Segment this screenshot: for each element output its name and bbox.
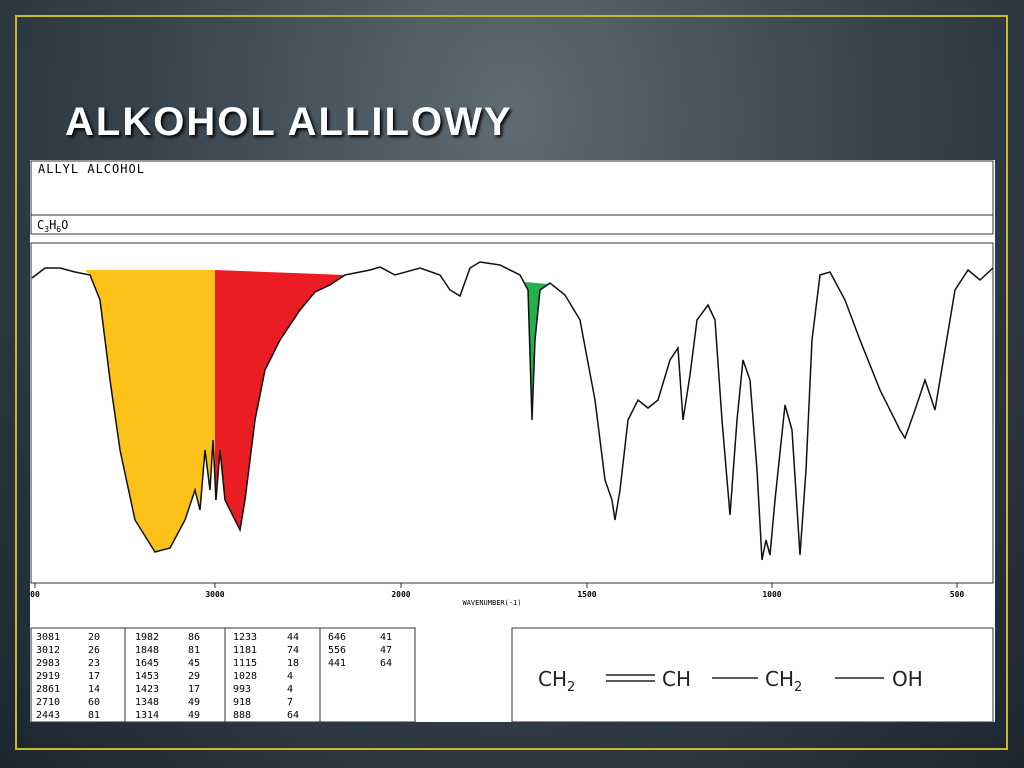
- peak-cell: 26: [88, 645, 100, 656]
- peak-cell: 2861: [36, 684, 60, 695]
- peak-cell: 29: [188, 671, 200, 682]
- peak-cell: 44: [287, 632, 299, 643]
- peak-cell: 2983: [36, 658, 60, 669]
- peak-cell: 1348: [135, 697, 159, 708]
- peak-cell: 47: [380, 645, 392, 656]
- structure: CH: [662, 667, 691, 691]
- peak-cell: 888: [233, 710, 251, 721]
- x-tick-label: 3000: [205, 590, 224, 599]
- spectrum-curve: [31, 261, 994, 561]
- peak-cell: 18: [287, 658, 299, 669]
- peak-cell: 86: [188, 632, 200, 643]
- structure: OH: [892, 667, 923, 691]
- peak-cell: 64: [287, 710, 299, 721]
- peak-cell: 7: [287, 697, 293, 708]
- table-box: [30, 627, 416, 723]
- peak-cell: 1645: [135, 658, 159, 669]
- band-cc: [525, 282, 548, 420]
- peak-cell: 2443: [36, 710, 60, 721]
- peak-cell: 14: [88, 684, 100, 695]
- formula-box: [30, 214, 994, 235]
- peak-cell: 60: [88, 697, 100, 708]
- peak-cell: 993: [233, 684, 251, 695]
- peak-cell: 3081: [36, 632, 60, 643]
- band-oh: [85, 270, 215, 552]
- peak-cell: 17: [188, 684, 200, 695]
- peak-cell: 1848: [135, 645, 159, 656]
- peak-cell: 20: [88, 632, 100, 643]
- peak-cell: 2710: [36, 697, 60, 708]
- peak-cell: 81: [88, 710, 100, 721]
- peak-cell: 49: [188, 697, 200, 708]
- peak-cell: 49: [188, 710, 200, 721]
- peak-cell: 918: [233, 697, 251, 708]
- peak-cell: 23: [88, 658, 100, 669]
- x-tick-label: 1000: [762, 590, 781, 599]
- peak-cell: 81: [188, 645, 200, 656]
- structure: CH2: [765, 667, 802, 695]
- peak-cell: 1115: [233, 658, 257, 669]
- peak-cell: 2919: [36, 671, 60, 682]
- peak-cell: 3012: [36, 645, 60, 656]
- peak-cell: 45: [188, 658, 200, 669]
- peak-cell: 1453: [135, 671, 159, 682]
- peak-cell: 17: [88, 671, 100, 682]
- peak-cell: 1982: [135, 632, 159, 643]
- x-tick-label: 500: [950, 590, 965, 599]
- x-axis-label: WAVENUMBER(-1): [462, 599, 521, 607]
- peak-cell: 1181: [233, 645, 257, 656]
- x-tick-label: 00: [30, 590, 40, 599]
- peak-cell: 4: [287, 684, 293, 695]
- x-tick-label: 2000: [391, 590, 410, 599]
- structure: CH2: [538, 667, 575, 695]
- x-tick-label: 1500: [577, 590, 596, 599]
- band-ch: [215, 270, 345, 530]
- peak-cell: 1233: [233, 632, 257, 643]
- peak-cell: 1028: [233, 671, 257, 682]
- formula: C3H6O: [37, 218, 68, 234]
- spectrum-name: ALLYL ALCOHOL: [38, 162, 145, 176]
- peak-cell: 1423: [135, 684, 159, 695]
- peak-cell: 64: [380, 658, 392, 669]
- peak-cell: 441: [328, 658, 346, 669]
- plot-box: [30, 242, 994, 584]
- peak-cell: 74: [287, 645, 299, 656]
- peak-cell: 646: [328, 632, 346, 643]
- peak-cell: 41: [380, 632, 392, 643]
- slide-title: ALKOHOL ALLILOWY: [65, 100, 513, 144]
- peak-cell: 556: [328, 645, 346, 656]
- peak-cell: 1314: [135, 710, 159, 721]
- frame: [15, 15, 1008, 750]
- peak-cell: 4: [287, 671, 293, 682]
- structure-box: [511, 627, 994, 723]
